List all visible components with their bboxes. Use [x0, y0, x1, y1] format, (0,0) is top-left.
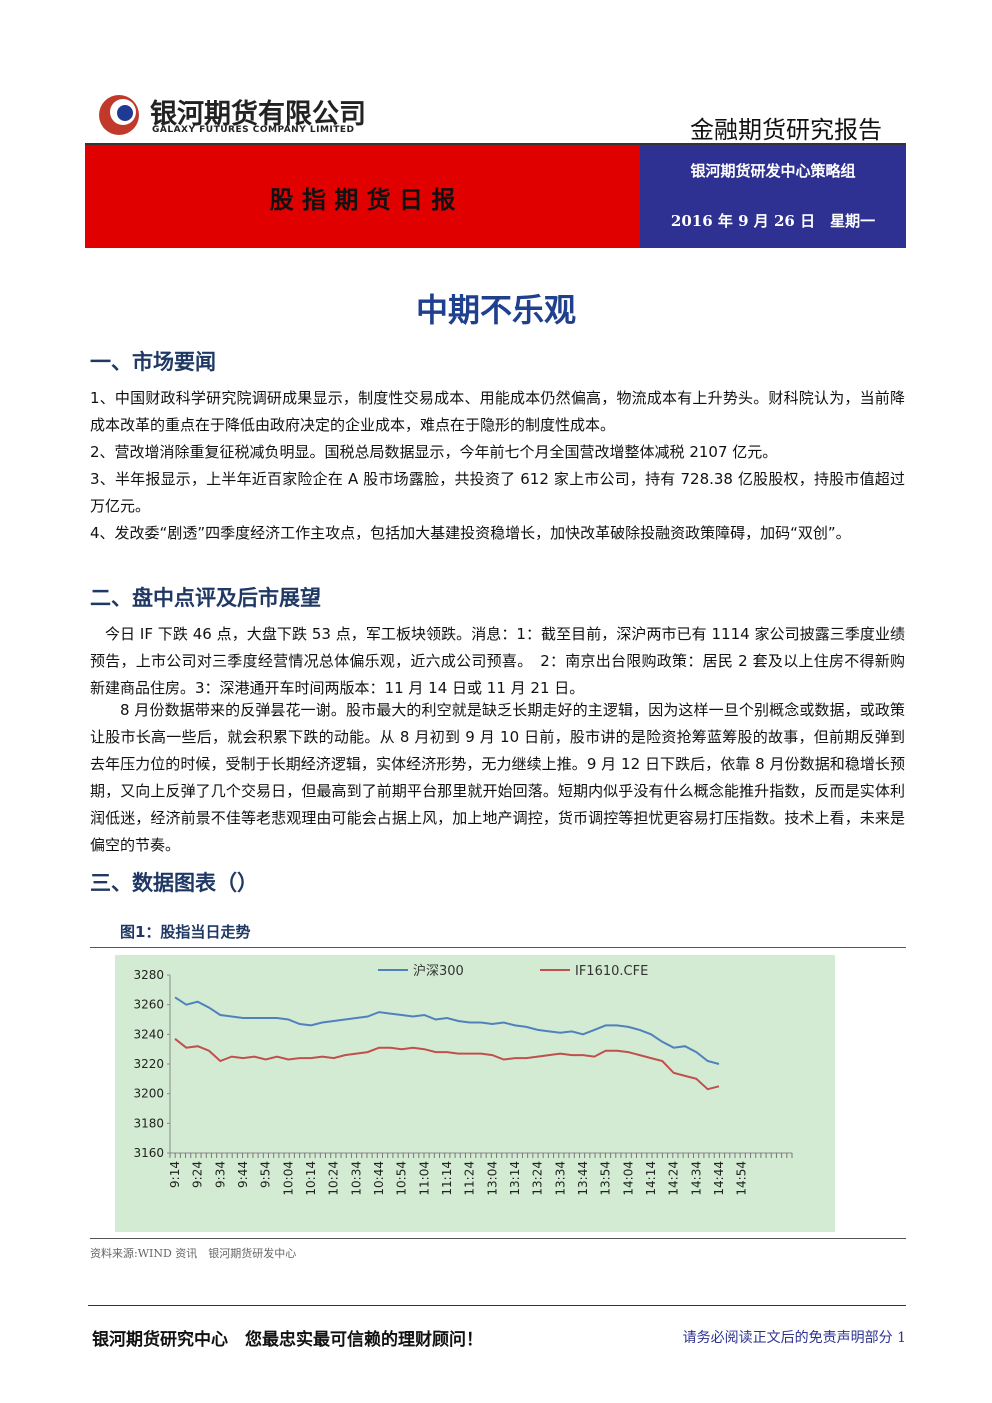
heading: 二、盘中点评及后市展望	[90, 586, 321, 610]
company-cn: 银河期货有限公司	[150, 99, 366, 130]
paragraph: 1、中国财政科学研究院调研成果显示，制度性交易成本、用能成本仍然偏高，物流成本有…	[90, 389, 905, 434]
x-tick-label: 10:24	[327, 1161, 341, 1196]
title: 中期不乐观	[415, 291, 576, 329]
series-line	[174, 1038, 720, 1091]
x-tick-label: 11:24	[463, 1161, 477, 1196]
company-en: GALAXY FUTURES COMPANY LIMITED	[152, 125, 355, 135]
x-tick-label: 13:24	[531, 1161, 545, 1196]
legend-label: IF1610.CFE	[575, 964, 648, 979]
x-tick-label: 14:44	[712, 1161, 726, 1196]
x-tick-label: 10:14	[304, 1161, 318, 1196]
x-tick-label: 10:44	[372, 1161, 386, 1196]
source: 资料来源:WIND 资讯 银河期货研发中心	[90, 1247, 297, 1260]
paragraph: 8 月份数据带来的反弹昙花一谢。股市最大的利空就是缺乏长期走好的主逻辑，因为这样…	[90, 701, 905, 854]
x-tick-label: 11:14	[440, 1161, 454, 1196]
y-tick-label: 3200	[133, 1087, 164, 1101]
x-tick-label: 14:24	[667, 1161, 681, 1196]
paragraph: 今日 IF 下跌 46 点，大盘下跌 53 点，军工板块领跌。消息：1：截至目前…	[90, 625, 905, 697]
rule	[88, 1305, 906, 1306]
paragraph: 3、半年报显示，上半年近百家险企在 A 股市场露脸，共投资了 612 家上市公司…	[90, 470, 905, 515]
series-line	[174, 996, 720, 1065]
heading: 三、数据图表（）	[90, 871, 258, 895]
y-tick-label: 3240	[133, 1027, 164, 1041]
x-tick-label: 14:04	[621, 1161, 635, 1196]
banner	[85, 145, 640, 248]
x-tick-label: 11:04	[417, 1161, 431, 1196]
x-tick-label: 10:54	[395, 1161, 409, 1196]
chart: 3160 3180 3200 3220 3240 3260 3280 9:14 9:24 9:34…	[115, 955, 835, 1232]
x-tick-label: 10:34	[349, 1161, 363, 1196]
x-tick-label: 14:34	[689, 1161, 703, 1196]
rule	[90, 1238, 906, 1239]
rule	[90, 947, 906, 948]
report-name: 股 指 期 货 日 报	[269, 185, 456, 214]
paragraph: 4、发改委“剧透”四季度经济工作主攻点，包括加大基建投资稳增长，加快改革破除投融…	[90, 524, 851, 542]
y-tick-label: 3180	[133, 1116, 164, 1130]
x-tick-label: 9:24	[191, 1161, 205, 1188]
logo	[99, 95, 139, 135]
paragraph: 2、营改增消除重复征税减负明显。国税总局数据显示，今年前七个月全国营改增整体减税…	[90, 443, 778, 461]
y-tick-label: 3160	[133, 1146, 164, 1160]
banner-side	[640, 145, 906, 248]
x-tick-label: 9:54	[259, 1161, 273, 1188]
footer-slogan: 银河期货研究中心 您最忠实最可信赖的理财顾问！	[92, 1330, 483, 1350]
date: 2016 年 9 月 26 日 星期一	[670, 212, 876, 230]
group: 银河期货研发中心策略组	[690, 162, 856, 180]
x-tick-label: 9:14	[168, 1161, 182, 1188]
x-tick-label: 10:04	[281, 1161, 295, 1196]
x-tick-label: 14:14	[644, 1161, 658, 1196]
x-tick-label: 13:34	[553, 1161, 567, 1196]
x-tick-label: 13:04	[485, 1161, 499, 1196]
heading: 一、市场要闻	[90, 350, 216, 374]
x-tick-label: 13:14	[508, 1161, 522, 1196]
y-tick-label: 3280	[133, 968, 164, 982]
report-type: 金融期货研究报告	[690, 116, 882, 144]
legend-label: 沪深300	[413, 963, 464, 979]
y-tick-label: 3260	[133, 998, 164, 1012]
x-tick-label: 14:54	[735, 1161, 749, 1196]
figure-caption: 图1：股指当日走势	[120, 923, 251, 941]
x-tick-label: 13:54	[599, 1161, 613, 1196]
x-tick-label: 9:34	[213, 1161, 227, 1188]
rule	[85, 143, 906, 145]
x-tick-label: 9:44	[236, 1161, 250, 1188]
y-tick-label: 3220	[133, 1057, 164, 1071]
x-tick-label: 13:44	[576, 1161, 590, 1196]
footer-note: 请务必阅读正文后的免责声明部分 1	[682, 1330, 906, 1346]
